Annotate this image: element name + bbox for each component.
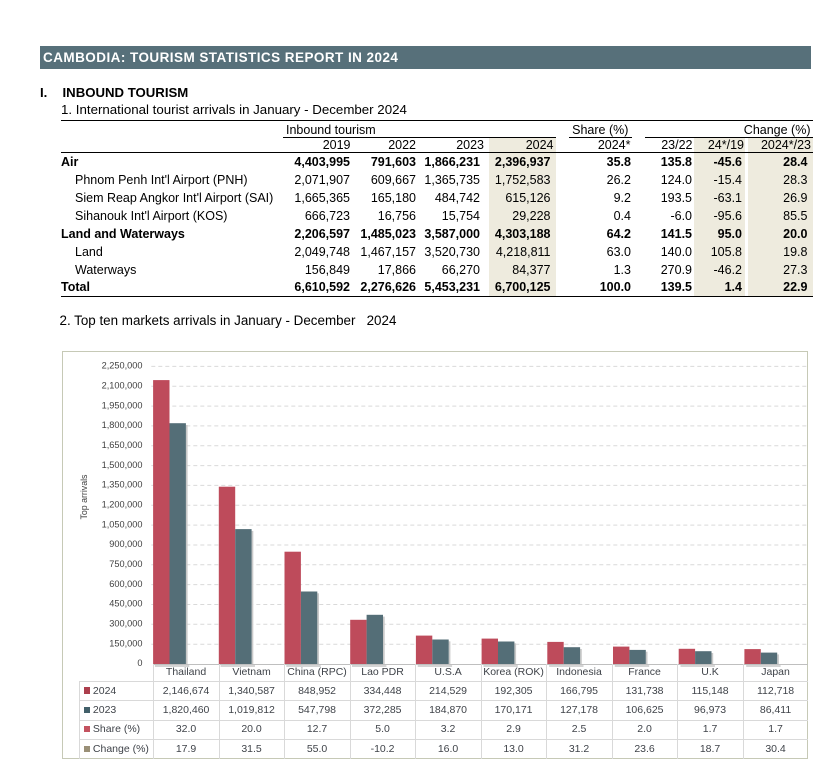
svg-text:0: 0: [137, 658, 142, 668]
svg-text:450,000: 450,000: [109, 598, 142, 608]
svg-text:1,050,000: 1,050,000: [102, 519, 143, 529]
svg-text:2,250,000: 2,250,000: [102, 360, 143, 370]
svg-text:750,000: 750,000: [109, 558, 142, 568]
svg-text:1,950,000: 1,950,000: [102, 400, 143, 410]
svg-text:900,000: 900,000: [109, 539, 142, 549]
svg-text:150,000: 150,000: [109, 638, 142, 648]
svg-text:2,100,000: 2,100,000: [102, 380, 143, 390]
svg-text:1,800,000: 1,800,000: [102, 420, 143, 430]
svg-text:600,000: 600,000: [109, 578, 142, 588]
svg-text:1,650,000: 1,650,000: [102, 439, 143, 449]
svg-text:1,350,000: 1,350,000: [102, 479, 143, 489]
svg-text:300,000: 300,000: [109, 618, 142, 628]
svg-text:1,500,000: 1,500,000: [102, 459, 143, 469]
svg-text:1,200,000: 1,200,000: [102, 499, 143, 509]
svg-text:Top arrivals: Top arrivals: [79, 473, 89, 519]
